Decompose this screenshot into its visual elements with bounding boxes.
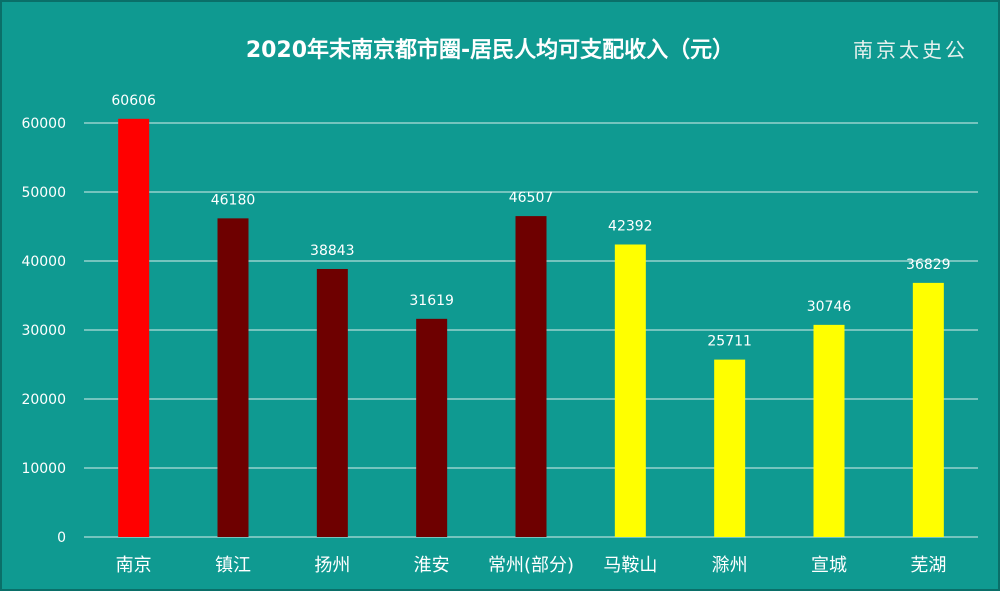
y-tick-label: 20000 — [21, 392, 66, 408]
bar-value-label: 46180 — [211, 192, 256, 208]
y-tick-label: 50000 — [21, 185, 66, 201]
bar-value-label: 31619 — [409, 293, 454, 309]
bar-value-label: 30746 — [807, 299, 852, 315]
x-category-label: 芜湖 — [910, 555, 946, 576]
bar — [416, 318, 448, 537]
bar — [813, 324, 845, 537]
x-category-label: 滁州 — [712, 555, 748, 576]
x-category-label: 南京 — [116, 555, 152, 576]
chart-title: 2020年末南京都市圈-居民人均可支配收入（元） — [246, 37, 734, 63]
bar-value-label: 60606 — [111, 93, 156, 109]
x-category-label: 马鞍山 — [603, 555, 657, 576]
y-tick-label: 60000 — [21, 116, 66, 132]
y-tick-label: 40000 — [21, 254, 66, 270]
bar — [614, 244, 646, 538]
y-tick-label: 30000 — [21, 323, 66, 339]
bar — [217, 218, 249, 537]
bar — [912, 282, 944, 537]
bar — [118, 118, 150, 537]
x-category-label: 淮安 — [414, 555, 450, 576]
bar-value-label: 42392 — [608, 218, 653, 234]
x-axis-categories: 南京 镇江 扬州 淮安 常州(部分) 马鞍山 滁州 宣城 芜湖 — [116, 555, 947, 576]
bars — [118, 118, 944, 538]
bar-value-label: 46507 — [509, 190, 554, 206]
x-category-label: 常州(部分) — [488, 555, 574, 576]
y-tick-label: 0 — [57, 530, 66, 546]
bar — [714, 359, 746, 537]
x-category-label: 宣城 — [811, 555, 847, 576]
bar-value-label: 25711 — [707, 334, 752, 350]
y-tick-label: 10000 — [21, 461, 66, 477]
bar — [316, 268, 348, 537]
bar-value-label: 38843 — [310, 243, 355, 259]
watermark-logo: 南京太史公 — [853, 38, 968, 62]
value-labels: 60606 46180 38843 31619 46507 42392 25711 30746… — [111, 93, 950, 350]
bar-value-label: 36829 — [906, 257, 951, 273]
x-category-label: 镇江 — [215, 555, 251, 576]
x-category-label: 扬州 — [314, 555, 350, 576]
y-axis-ticks: 0 10000 20000 30000 40000 50000 60000 — [21, 116, 66, 546]
bar — [515, 216, 547, 538]
